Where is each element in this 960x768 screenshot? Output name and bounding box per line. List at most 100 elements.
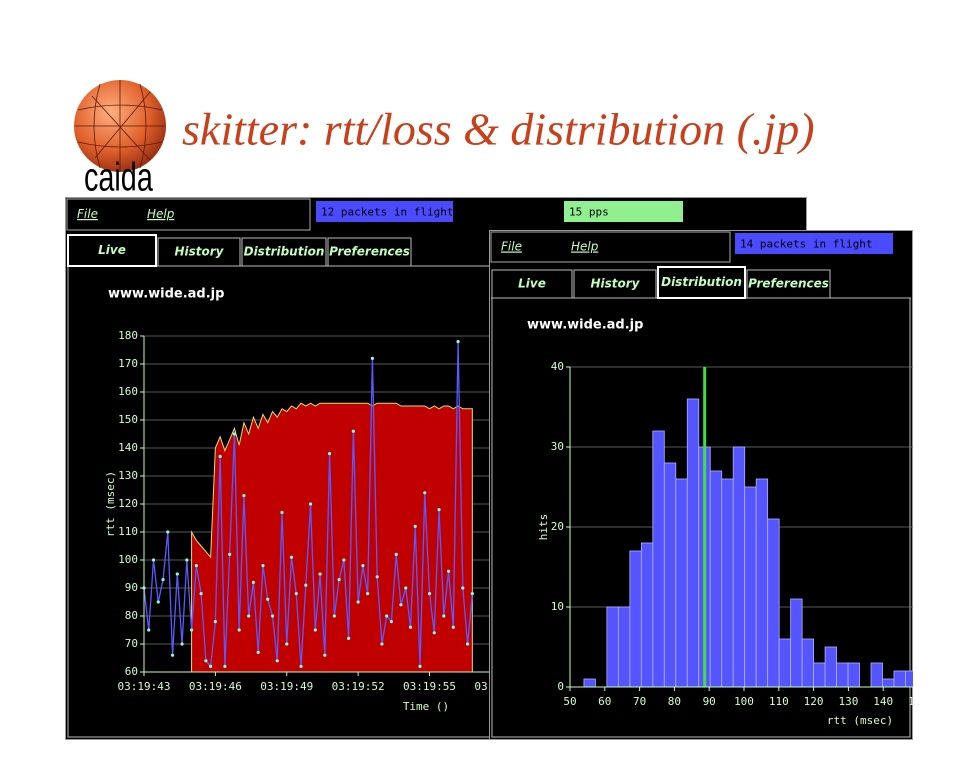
bar <box>744 486 757 688</box>
tab-label[interactable]: Preferences <box>329 245 410 259</box>
y-tick-label: 100 <box>118 553 138 566</box>
data-point <box>356 600 360 604</box>
tab[interactable] <box>573 269 657 299</box>
data-point <box>418 664 422 669</box>
data-point <box>423 491 427 495</box>
bar <box>709 470 723 688</box>
menu-item[interactable]: Help <box>571 240 599 254</box>
bar <box>847 662 860 688</box>
data-point <box>456 340 460 344</box>
data-point <box>189 628 194 632</box>
tab[interactable] <box>746 269 831 299</box>
tab[interactable] <box>327 237 412 267</box>
x-axis-label: Time () <box>403 700 449 713</box>
slide-title: skitter: rtt/loss & distribution (.jp) <box>182 104 815 155</box>
x-tick-label: 03:19:46 <box>189 680 242 693</box>
data-point <box>332 614 336 618</box>
logo-text: caida <box>84 155 153 200</box>
x-tick-label: 50 <box>563 695 576 708</box>
bar <box>652 430 665 688</box>
data-point <box>375 575 379 579</box>
data-point <box>161 578 165 582</box>
data-point <box>218 454 222 458</box>
x-tick-label: 03:19:52 <box>332 680 385 693</box>
y-tick-label: 130 <box>118 469 138 482</box>
tab[interactable] <box>157 237 241 267</box>
data-point <box>280 510 284 514</box>
window: File Help 14 packets in flight Live History D… <box>489 230 913 740</box>
tab-label[interactable]: History <box>590 277 640 291</box>
y-tick-label: 90 <box>125 581 138 594</box>
data-point <box>180 642 184 646</box>
y-axis-label: rtt (msec) <box>104 471 117 537</box>
y-tick-label: 180 <box>118 329 138 342</box>
y-tick-label: 170 <box>118 357 138 370</box>
data-point <box>313 628 317 632</box>
bar <box>617 606 631 688</box>
data-point <box>399 603 403 607</box>
status-box <box>735 233 893 254</box>
bar <box>663 462 677 688</box>
status-box <box>316 201 453 222</box>
x-tick-label: 140 <box>873 695 893 708</box>
menu-item[interactable]: File <box>77 207 98 221</box>
menu-item[interactable]: File <box>501 240 522 254</box>
data-point <box>351 429 355 433</box>
bar <box>721 478 734 688</box>
logo: caida <box>74 80 166 200</box>
data-point <box>213 620 217 624</box>
status-text: 12 packets in flight <box>321 206 453 219</box>
data-point <box>266 597 270 601</box>
data-point <box>199 592 203 596</box>
bar <box>583 678 596 688</box>
data-point <box>437 508 441 512</box>
bar <box>629 550 642 688</box>
data-point <box>270 614 275 618</box>
data-point <box>242 494 246 498</box>
tab-label[interactable]: Live <box>518 277 546 291</box>
data-point <box>209 664 213 669</box>
data-point <box>261 564 265 568</box>
tab-label[interactable]: History <box>174 245 224 259</box>
tab-label[interactable]: Distribution <box>244 245 325 259</box>
line <box>143 341 473 668</box>
y-tick-label: 150 <box>118 413 138 426</box>
data-point <box>256 650 260 655</box>
y-tick-label: 40 <box>551 360 564 373</box>
tab-label[interactable]: Distribution <box>661 275 742 289</box>
data-point <box>370 356 375 360</box>
bar <box>675 478 688 688</box>
tab-active[interactable] <box>657 266 746 299</box>
data-point <box>275 659 279 663</box>
bar <box>824 646 837 688</box>
bar <box>882 678 895 688</box>
tab-label[interactable]: Preferences <box>748 277 829 291</box>
tab[interactable] <box>241 237 327 267</box>
data-point <box>470 592 474 596</box>
y-tick-label: 120 <box>118 497 138 510</box>
y-tick-label: 20 <box>551 520 564 533</box>
data-point <box>232 432 237 436</box>
x-tick-label: 03:19:49 <box>260 680 313 693</box>
data-point <box>432 631 436 635</box>
x-axis-label: rtt (msec) <box>827 714 893 727</box>
tab[interactable] <box>491 269 573 299</box>
bar <box>790 598 803 688</box>
data-point <box>451 625 455 629</box>
tab-label[interactable]: Live <box>98 243 126 257</box>
y-tick-label: 160 <box>118 385 138 398</box>
data-point <box>223 664 227 669</box>
data-point <box>318 572 322 576</box>
data-point <box>247 614 251 618</box>
data-point <box>347 636 351 641</box>
data-point <box>389 620 394 624</box>
data-point <box>185 558 189 562</box>
x-tick-label: 90 <box>703 695 716 708</box>
bar <box>778 638 792 688</box>
y-tick-label: 30 <box>551 440 564 453</box>
tab-active[interactable] <box>67 234 157 267</box>
bar <box>640 542 654 688</box>
menu-item[interactable]: Help <box>147 207 175 221</box>
x-tick-label: 80 <box>668 695 681 708</box>
